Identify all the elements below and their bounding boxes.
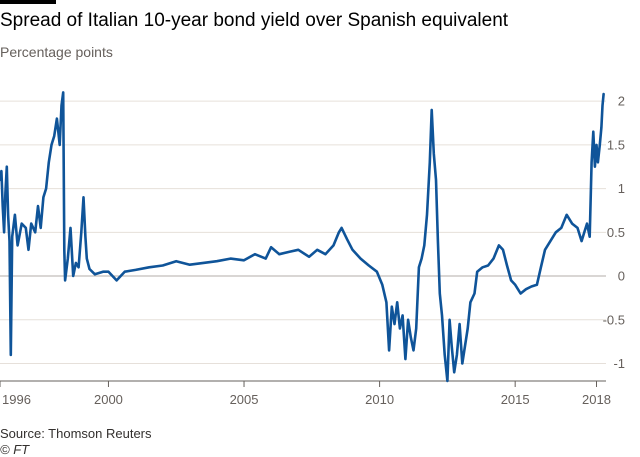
x-tick-label: 1996 [2, 392, 31, 407]
chart-subtitle: Percentage points [0, 44, 113, 60]
y-tick-label: 2 [618, 94, 625, 109]
series-layer [0, 91, 605, 383]
gridlines [0, 100, 606, 365]
brand-accent-bar [0, 0, 56, 4]
y-tick-label: 1 [618, 181, 625, 196]
y-axis-labels: 2 1.5 1 0.5 0 -0.5 -1 [603, 94, 625, 371]
x-axis: 1996 2000 2005 2010 2015 2018 [0, 380, 611, 407]
chart-title: Spread of Italian 10-year bond yield ove… [0, 10, 509, 31]
series-line [0, 91, 605, 383]
x-tick-label: 2005 [230, 392, 259, 407]
y-tick-label: 1.5 [607, 137, 625, 152]
source-note: Source: Thomson Reuters [0, 426, 152, 441]
y-tick-label: 0.5 [607, 225, 625, 240]
x-tick-label: 2015 [501, 392, 530, 407]
ft-credit: © FT [0, 442, 30, 457]
x-tick-label: 2018 [582, 392, 611, 407]
y-tick-label: 0 [618, 269, 625, 284]
x-tick-label: 2000 [94, 392, 123, 407]
y-tick-label: -1 [613, 356, 625, 371]
x-tick-label: 2010 [365, 392, 394, 407]
y-tick-label: -0.5 [603, 312, 625, 327]
